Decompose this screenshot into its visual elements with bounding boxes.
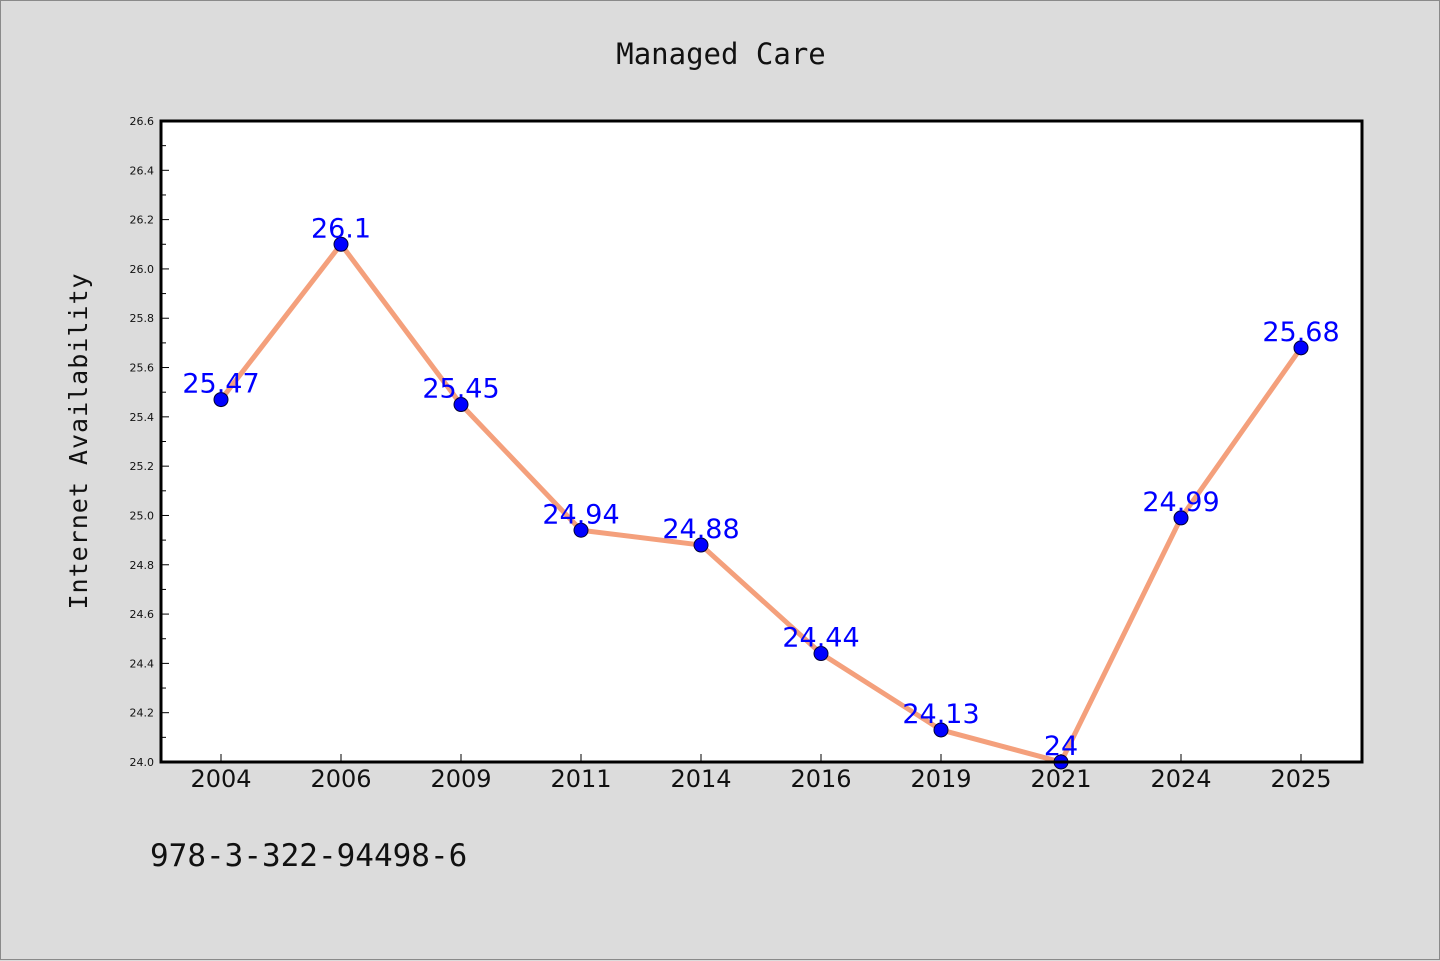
data-point — [453, 397, 469, 413]
data-point — [933, 722, 949, 738]
data-label: 26.1 — [311, 213, 371, 244]
data-label: 25.47 — [182, 369, 259, 400]
x-tick-label: 2004 — [190, 765, 251, 793]
data-label: 24.88 — [662, 514, 739, 545]
data-point — [813, 646, 829, 662]
data-point — [1293, 340, 1309, 356]
footer-identifier: 978-3-322-94498-6 — [150, 838, 467, 874]
y-tick-label: 24.6 — [130, 608, 155, 621]
y-tick-label: 24.2 — [130, 707, 155, 720]
y-tick-label: 26.6 — [130, 115, 155, 128]
x-tick-label: 2019 — [910, 765, 971, 793]
plot-area — [161, 121, 1362, 762]
data-label: 24.13 — [902, 699, 979, 730]
data-label: 25.45 — [422, 374, 499, 405]
y-tick-label: 24.4 — [130, 657, 155, 670]
data-point — [213, 392, 229, 408]
x-tick-label: 2011 — [550, 765, 611, 793]
y-tick-label: 25.8 — [130, 312, 155, 325]
chart-title: Managed Care — [616, 37, 826, 71]
x-axis: 2004 2006 2009 2011 2014 2016 2019 2021 2024 2025 — [190, 754, 1332, 793]
y-tick-label: 24.8 — [130, 559, 155, 572]
series-line-layer — [218, 241, 1304, 765]
data-point — [333, 236, 349, 252]
y-tick-label: 24.0 — [130, 756, 155, 769]
plot-border — [159, 119, 1364, 764]
x-tick-label: 2024 — [1150, 765, 1211, 793]
data-label: 24 — [1044, 731, 1078, 762]
data-label: 24.94 — [542, 499, 619, 530]
data-point — [693, 537, 709, 553]
x-tick-label: 2014 — [670, 765, 731, 793]
x-tick-label: 2025 — [1270, 765, 1331, 793]
y-axis-label: Internet Availability — [64, 272, 93, 609]
y-tick-label: 26.0 — [130, 263, 155, 276]
x-tick-label: 2021 — [1030, 765, 1091, 793]
data-point-layer — [213, 236, 1309, 770]
y-tick-label: 25.4 — [130, 411, 155, 424]
x-tick-label: 2016 — [790, 765, 851, 793]
y-tick-label: 25.2 — [130, 460, 155, 473]
data-point — [573, 522, 589, 538]
y-tick-label: 25.6 — [130, 362, 155, 375]
series-line — [218, 241, 1304, 765]
x-tick-label: 2006 — [310, 765, 371, 793]
y-tick-label: 25.0 — [130, 509, 155, 522]
y-axis: 24.0 24.2 24.4 24.6 24.8 25.0 25.2 25.4 25.6 25.8… — [130, 115, 169, 769]
y-tick-label: 26.2 — [130, 214, 155, 227]
data-point — [1173, 510, 1189, 526]
data-label: 24.99 — [1142, 487, 1219, 518]
x-tick-label: 2009 — [430, 765, 491, 793]
data-label-layer: 25.47 26.1 25.45 24.94 24.88 24.44 24.13 24 24.9… — [182, 213, 1339, 762]
data-label: 24.44 — [782, 623, 859, 654]
data-label: 25.68 — [1262, 317, 1339, 348]
y-tick-label: 26.4 — [130, 164, 155, 177]
